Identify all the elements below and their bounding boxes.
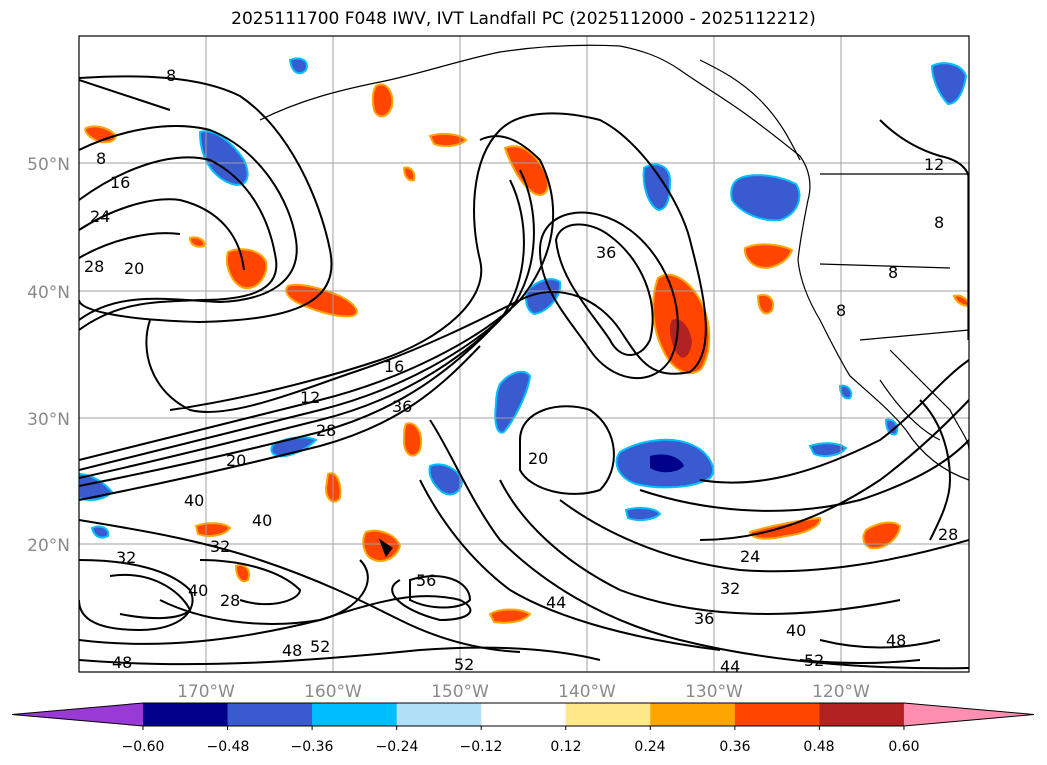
colorbar-extend-max — [903, 703, 1034, 726]
contour-label: 8 — [888, 263, 898, 282]
contour-label: 12 — [924, 155, 944, 174]
lon-label: 130°W — [685, 682, 743, 702]
contour-labels: 8 8 16 24 28 20 12 16 36 36 28 20 40 40 … — [84, 66, 958, 676]
contour-label: 44 — [546, 593, 566, 612]
contour-label: 20 — [528, 449, 548, 468]
contour-label: 16 — [110, 173, 130, 192]
contour-label: 48 — [886, 631, 906, 650]
lon-label: 150°W — [431, 682, 489, 702]
negative-anomaly-region — [79, 57, 968, 539]
colorbar-bin — [227, 703, 313, 726]
colorbar-tick-label: 0.12 — [550, 739, 581, 755]
contour-label: 20 — [226, 451, 246, 470]
colorbar-tick-label: −0.12 — [460, 739, 503, 755]
map-plot-area: 8 8 16 24 28 20 12 16 36 36 28 20 40 40 … — [79, 36, 969, 676]
colorbar-bin — [396, 703, 482, 726]
colorbar-tick-label: −0.48 — [207, 739, 250, 755]
lon-label: 160°W — [304, 682, 362, 702]
contour-label: 16 — [384, 357, 404, 376]
contour-lines — [79, 75, 969, 670]
contour-label: 32 — [116, 548, 136, 567]
map-title: 2025111700 F048 IWV, IVT Landfall PC (20… — [231, 9, 816, 29]
positive-anomaly-region — [84, 83, 969, 624]
contour-label: 40 — [184, 491, 204, 510]
contour-label: 48 — [112, 653, 132, 672]
contour-label: 20 — [124, 259, 144, 278]
longitude-labels: 170°W 160°W 150°W 140°W 130°W 120°W — [177, 682, 870, 702]
contour-label: 28 — [938, 525, 958, 544]
contour-label: 8 — [836, 301, 846, 320]
lat-label: 40°N — [27, 283, 70, 303]
colorbar — [11, 702, 1035, 730]
colorbar-tick-label: 0.60 — [888, 739, 919, 755]
colorbar-bin — [481, 703, 567, 726]
contour-label: 8 — [166, 66, 176, 85]
contour-label: 28 — [84, 257, 104, 276]
contour-label: 52 — [310, 637, 330, 656]
graticule — [79, 36, 969, 672]
colorbar-bin — [734, 703, 820, 726]
colorbar-tick-label: −0.60 — [122, 739, 165, 755]
colorbar-tick-label: 0.48 — [803, 739, 834, 755]
contour-label: 44 — [720, 657, 740, 676]
colorbar-extend-min — [12, 703, 143, 726]
lon-label: 140°W — [558, 682, 616, 702]
colorbar-tick-label: −0.36 — [291, 739, 334, 755]
contour-label: 36 — [694, 609, 714, 628]
contour-label: 24 — [90, 207, 110, 226]
colorbar-tick-label: 0.36 — [719, 739, 750, 755]
contour-label: 40 — [786, 621, 806, 640]
coastline — [259, 44, 969, 558]
colorbar-tick-labels: −0.60 −0.48 −0.36 −0.24 −0.12 0.12 0.24 … — [122, 739, 920, 755]
contour-label: 52 — [804, 651, 824, 670]
colorbar-bin — [819, 703, 905, 726]
lat-label: 50°N — [27, 155, 70, 175]
contour-label: 32 — [210, 537, 230, 556]
latitude-labels: 50°N 40°N 30°N 20°N — [27, 155, 70, 556]
contour-label: 12 — [300, 388, 320, 407]
colorbar-bin — [143, 703, 229, 726]
contour-label: 24 — [740, 547, 760, 566]
contour-label: 36 — [596, 243, 616, 262]
contour-label: 28 — [220, 591, 240, 610]
contour-label: 52 — [454, 655, 474, 674]
contour-label: 48 — [282, 641, 302, 660]
colorbar-bin — [565, 703, 651, 726]
contour-label: 8 — [96, 149, 106, 168]
contour-label: 40 — [252, 511, 272, 530]
lon-label: 120°W — [812, 682, 870, 702]
contour-label: 56 — [416, 571, 436, 590]
contour-label: 36 — [392, 397, 412, 416]
lat-label: 30°N — [27, 410, 70, 430]
contour-label: 8 — [934, 213, 944, 232]
lon-label: 170°W — [177, 682, 235, 702]
anomaly-shading — [79, 57, 969, 624]
colorbar-bin — [312, 703, 398, 726]
colorbar-bin — [650, 703, 736, 726]
contour-label: 28 — [316, 421, 336, 440]
colorbar-tick-label: 0.24 — [634, 739, 665, 755]
lat-label: 20°N — [27, 536, 70, 556]
contour-label: 40 — [188, 581, 208, 600]
contour-label: 32 — [720, 579, 740, 598]
map-frame — [78, 35, 970, 673]
colorbar-tick-label: −0.24 — [376, 739, 419, 755]
